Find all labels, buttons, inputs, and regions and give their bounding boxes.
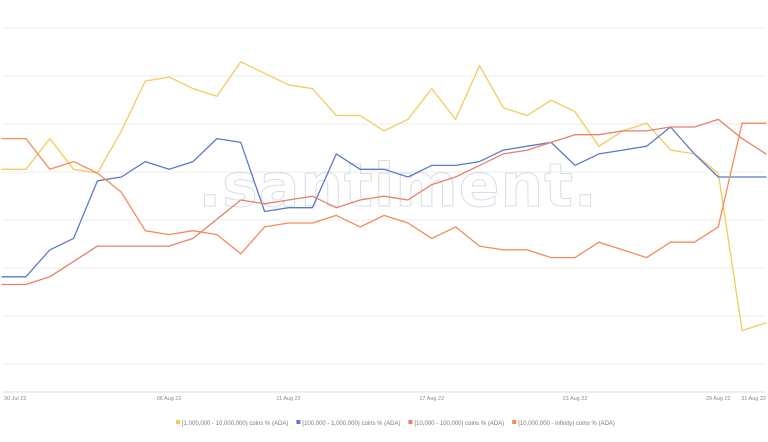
x-tick-label: 31 Aug 22 — [741, 396, 766, 402]
x-tick-label: 30 Jul 22 — [4, 396, 26, 402]
x-axis-ticks: 30 Jul 22 06 Aug 22 11 Aug 22 17 Aug 22 23 A… — [4, 396, 766, 402]
legend-item-label[interactable]: [1,000,000 - 10,000,000) coins % (ADA) — [182, 421, 288, 427]
series-line-0 — [1, 61, 767, 332]
x-tick-label: 29 Aug 22 — [706, 396, 731, 402]
legend-swatch — [296, 420, 301, 424]
legend-swatch — [512, 420, 517, 424]
series-lines — [1, 61, 767, 332]
series-line-2 — [1, 118, 767, 286]
x-tick-label: 17 Aug 22 — [419, 396, 444, 402]
legend-item-label[interactable]: [10,000,000 - infinity) coins % (ADA) — [518, 421, 615, 427]
series-line-3 — [1, 122, 767, 259]
series-line-1 — [1, 126, 767, 278]
x-tick-label: 23 Aug 22 — [563, 396, 588, 402]
legend-item-label[interactable]: [10,000 - 100,000) coins % (ADA) — [414, 421, 504, 427]
santiment-watermark: .santiment. — [198, 151, 597, 221]
legend-swatch — [176, 420, 180, 424]
x-tick-label: 11 Aug 22 — [276, 396, 300, 402]
legend-swatch — [408, 420, 413, 424]
x-tick-label: 06 Aug 22 — [157, 396, 182, 402]
legend: [1,000,000 - 10,000,000) coins % (ADA) [1… — [176, 420, 615, 427]
legend-item-label[interactable]: [100,000 - 1,000,000) coins % (ADA) — [302, 421, 400, 427]
